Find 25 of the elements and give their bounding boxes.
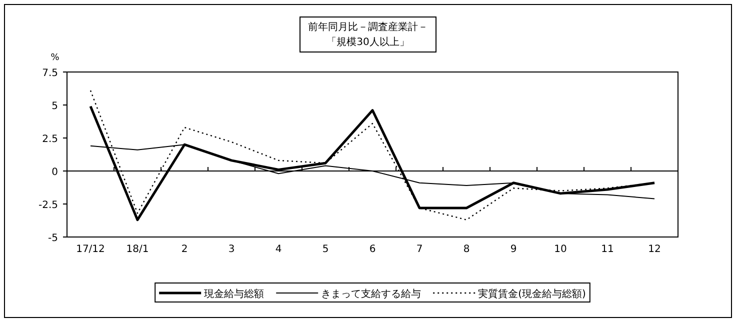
x-tick-label: 18/1: [126, 244, 149, 255]
x-tick-label: 11: [601, 244, 614, 255]
chart-subtitle: 「規模30人以上」: [326, 36, 410, 48]
x-tick-label: 5: [322, 244, 329, 255]
y-tick-label: 2.5: [42, 134, 58, 145]
y-axis-title: %: [50, 53, 60, 63]
x-tick-label: 2: [181, 244, 188, 255]
x-tick-label: 17/12: [76, 244, 105, 255]
x-tick-label: 6: [369, 244, 376, 255]
y-tick-label: -5: [48, 233, 58, 244]
x-tick-label: 7: [416, 244, 423, 255]
x-tick-label: 12: [648, 244, 661, 255]
y-tick-label: 5: [52, 101, 58, 112]
x-tick-label: 4: [275, 244, 282, 255]
x-tick-label: 9: [510, 244, 517, 255]
x-tick-label: 3: [228, 244, 235, 255]
y-tick-label: 7.5: [42, 68, 58, 79]
x-tick-label: 10: [554, 244, 567, 255]
x-tick-label: 8: [463, 244, 470, 255]
chart-title: 前年同月比－調査産業計－: [308, 21, 428, 33]
legend-label: 現金給与総額: [204, 288, 264, 300]
y-tick-label: 0: [52, 167, 58, 178]
y-tick-label: -2.5: [38, 200, 58, 211]
legend-label: きまって支給する給与: [321, 288, 422, 300]
legend-label: 実質賃金(現金給与総額): [478, 288, 586, 300]
